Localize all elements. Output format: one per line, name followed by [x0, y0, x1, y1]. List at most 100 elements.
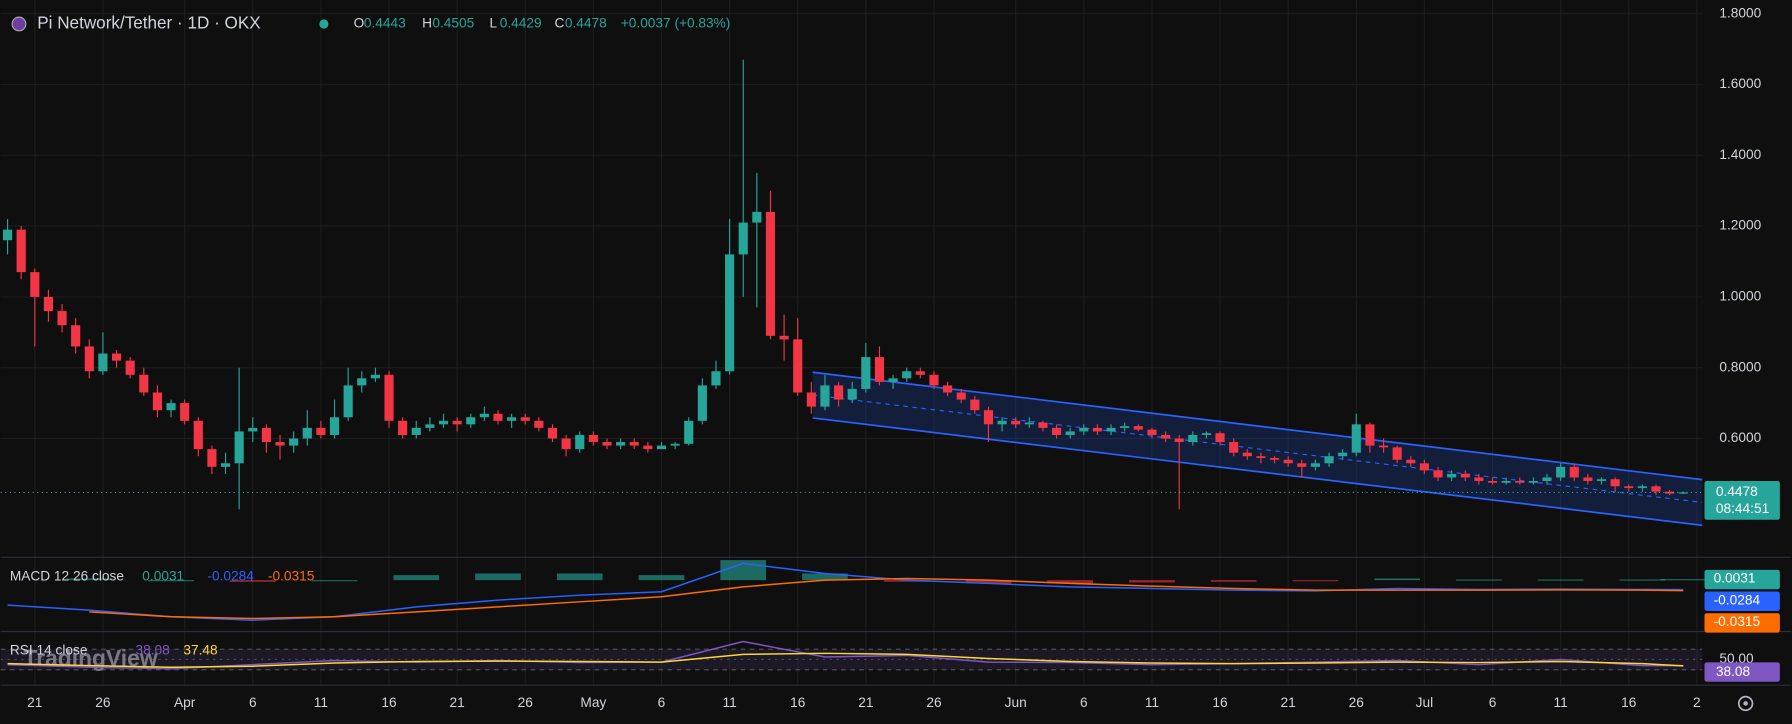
last-price: 0.4478 [1716, 484, 1758, 499]
candle-body [57, 311, 67, 326]
candle-body [398, 420, 408, 435]
candle-body [902, 371, 912, 379]
x-tick-label: May [580, 695, 606, 710]
indicator-value: 37.48 [183, 643, 218, 658]
axis-value: -0.0315 [1714, 614, 1761, 629]
x-tick-label: Jun [1005, 695, 1027, 710]
y-tick-label: 1.2000 [1719, 218, 1761, 233]
candle-body [547, 427, 558, 439]
ohlc-value: 0.4505 [432, 16, 474, 31]
ohlc-value: 0.4478 [565, 16, 607, 31]
y-tick-label: 1.6000 [1719, 76, 1761, 91]
candle-body [1351, 424, 1361, 453]
candle-body [983, 410, 994, 425]
candle-body [30, 272, 40, 297]
indicator-title: RSI 14 close [10, 643, 88, 658]
candle-body [629, 442, 639, 446]
candle-body [1011, 420, 1021, 425]
indicator-value: 0.0031 [142, 568, 184, 583]
candle-body [438, 420, 449, 425]
change: +0.0037 (+0.83%) [621, 16, 731, 31]
candle-body [71, 325, 81, 347]
candle-body [302, 427, 312, 439]
last-price-box [1704, 480, 1780, 520]
x-tick-label: 6 [249, 695, 257, 710]
candle-body [1229, 442, 1239, 453]
candle-body [1201, 433, 1211, 435]
candle-body [847, 388, 857, 400]
candle-body [820, 385, 830, 407]
candle-body [43, 296, 53, 312]
candle-body [1447, 473, 1457, 478]
status-dot [319, 19, 329, 29]
candle-body [139, 374, 149, 393]
histogram-bar [475, 573, 521, 581]
x-tick-label: Jul [1416, 695, 1434, 710]
candle-body [261, 427, 271, 443]
axis-value: 38.08 [1716, 664, 1751, 679]
settings-button[interactable] [1737, 695, 1754, 712]
candle-body [684, 420, 694, 444]
candle-body [493, 413, 503, 421]
x-tick-label: 6 [1489, 695, 1497, 710]
axis-value-box [1704, 662, 1780, 682]
candle-body [1188, 434, 1198, 443]
candle-body [1324, 456, 1334, 464]
candle-body [1474, 477, 1484, 481]
candle-body [289, 438, 299, 446]
candle-body [343, 385, 353, 418]
x-tick-label: 2 [1693, 695, 1701, 710]
candle-body [534, 420, 544, 428]
histogram-bar [1660, 579, 1707, 581]
candle-body [1665, 491, 1675, 494]
candle-body [1038, 422, 1048, 428]
axis-value: -0.0284 [1714, 592, 1761, 607]
candle-body [1338, 452, 1348, 457]
candle-body [1256, 456, 1266, 458]
candle-body [180, 403, 190, 421]
candle-body [125, 360, 135, 375]
candle-body [670, 443, 680, 446]
candle-body [888, 378, 898, 382]
candle-body [1637, 486, 1647, 489]
candle-body [1596, 479, 1607, 481]
symbol-title[interactable]: Pi Network/Tether · 1D · OKX [37, 13, 261, 32]
histogram-bar [1456, 579, 1502, 581]
candle-body [1487, 480, 1498, 483]
candle-body [370, 374, 380, 379]
candle-body [997, 420, 1007, 425]
candle-body [152, 392, 162, 411]
y-tick-label: 1.4000 [1719, 147, 1761, 162]
x-tick-label: 16 [1621, 695, 1637, 710]
histogram-bar [1292, 580, 1339, 582]
x-tick-label: 21 [858, 695, 873, 710]
indicator-value: 38.08 [135, 643, 170, 658]
candle-body [1052, 427, 1062, 435]
candle-body [1120, 426, 1130, 428]
candle-body [1569, 466, 1579, 478]
candle-body [1106, 427, 1116, 432]
candle-body [1065, 431, 1075, 435]
candle-body [234, 431, 244, 464]
candle-body [861, 357, 871, 389]
symbol-icon[interactable] [11, 16, 27, 32]
ohlc-key: O [354, 16, 365, 31]
candle-body [1024, 422, 1034, 425]
histogram-bar [1047, 580, 1094, 584]
candle-body [220, 463, 231, 467]
x-tick-label: 21 [450, 695, 465, 710]
ohlc-key: L [489, 16, 497, 31]
candle-body [1515, 480, 1525, 483]
candle-body [207, 449, 217, 467]
candle-body [507, 417, 517, 421]
x-tick-label: 11 [1554, 695, 1568, 710]
x-tick-label: 26 [518, 695, 534, 710]
candle-body [2, 229, 13, 241]
candle-body [1092, 427, 1103, 432]
candle-body [1242, 452, 1252, 457]
histogram-bar [1374, 578, 1420, 581]
candle-body [561, 438, 571, 450]
candle-body [834, 385, 844, 400]
